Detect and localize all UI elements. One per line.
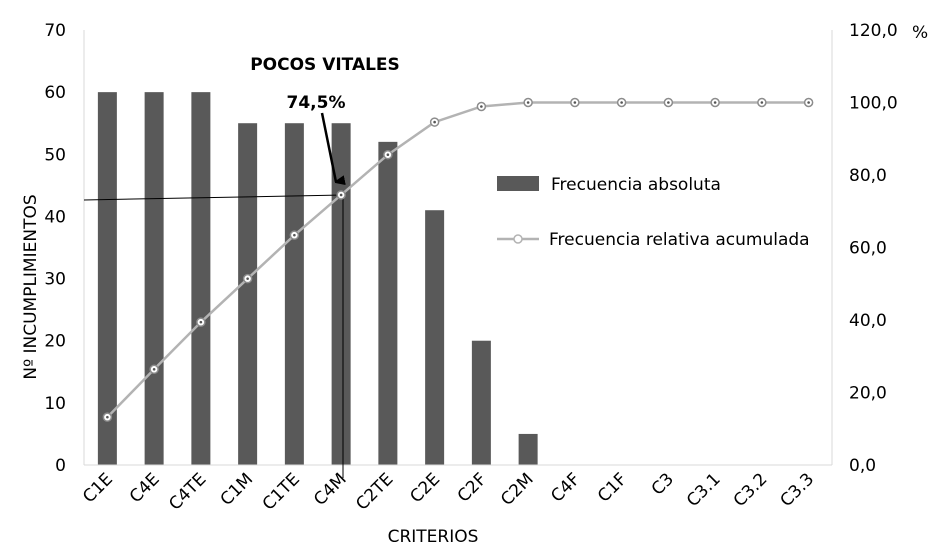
bar-C2M	[518, 433, 538, 465]
x-tick-label: C2TE	[352, 469, 397, 514]
cumulative-point-dot	[573, 101, 577, 104]
y-tick-label: 50	[44, 145, 66, 165]
x-tick-label: C4E	[126, 469, 164, 507]
x-tick-label: C2F	[454, 469, 491, 506]
legend-bar-swatch	[497, 176, 539, 191]
x-axis-title: CRITERIOS	[388, 527, 479, 547]
cumulative-point-dot	[760, 101, 764, 104]
x-tick-label: C4M	[310, 469, 351, 510]
bar-C1E	[97, 92, 117, 466]
cumulative-point-dot	[526, 101, 530, 104]
bar-C2TE	[378, 141, 398, 465]
cumulative-point-dot	[807, 101, 810, 104]
cumulative-line	[106, 101, 809, 419]
cumulative-line-group	[102, 97, 814, 422]
y-tick-label: 10	[44, 394, 66, 414]
cumulative-point-dot	[386, 153, 390, 156]
bar-C2F	[471, 340, 491, 465]
y-tick-label: 20	[44, 332, 66, 352]
y-tick-label: 40	[44, 207, 66, 227]
x-axis-ticks: C1E C4E C4TE C1M C1TE C4M C2TE C2E C2F C2M C4F C1F C…	[79, 469, 818, 514]
x-tick-label: C1M	[217, 469, 258, 510]
threshold-value-label: 74,5%	[287, 93, 346, 113]
y2-tick-label: 80,0	[849, 166, 887, 186]
cumulative-point-dot	[480, 105, 483, 108]
y2-tick-label: 40,0	[849, 311, 887, 331]
y2-tick-label: 60,0	[849, 239, 887, 259]
cumulative-point-dot	[293, 233, 296, 237]
x-tick-label: C3	[648, 469, 678, 499]
y2-tick-label: 120,0	[849, 21, 898, 41]
bar-C4M	[331, 123, 351, 465]
cumulative-point-dot	[667, 101, 670, 104]
bar-C4TE	[191, 92, 211, 466]
y2-tick-label: 20,0	[849, 384, 887, 404]
cumulative-point-dot	[433, 120, 436, 124]
pocos-vitales-label: POCOS VITALES	[250, 55, 400, 75]
cumulative-point-dot	[106, 415, 109, 419]
y-tick-label: 60	[44, 83, 66, 103]
cumulative-point-dot	[246, 277, 249, 280]
cumulative-point-dot	[199, 320, 203, 324]
y-axis-title: Nº INCUMPLIMIENTOS	[21, 194, 41, 379]
x-tick-label: C4F	[547, 469, 584, 506]
right-axis-ticks: 0,0 20,0 40,0 60,0 80,0 100,0 120,0	[849, 21, 898, 476]
cumulative-point-dot	[620, 101, 623, 104]
x-tick-label: C1TE	[259, 469, 304, 514]
y2-tick-label: 0,0	[849, 456, 876, 476]
x-tick-label: C2M	[497, 469, 538, 510]
x-tick-label: C3.1	[683, 469, 725, 511]
left-axis-ticks: 0 10 20 30 40 50 60 70	[44, 21, 66, 476]
y-tick-label: 0	[55, 456, 66, 476]
legend: Frecuencia absoluta Frecuencia relativa …	[497, 175, 810, 250]
y2-tick-label: 100,0	[849, 94, 898, 114]
legend-line-marker	[513, 234, 523, 244]
x-tick-label: C2E	[406, 469, 444, 507]
x-tick-label: C3.2	[730, 469, 772, 511]
x-tick-label: C4TE	[165, 469, 210, 514]
bar-C2E	[425, 210, 445, 465]
cumulative-point-dot	[339, 193, 343, 197]
cumulative-point-dot	[713, 101, 717, 104]
threshold-horizontal-line	[83, 194, 344, 201]
x-tick-label: C3.3	[777, 469, 819, 511]
x-tick-label: C1E	[79, 469, 117, 507]
legend-line-label: Frecuencia relativa acumulada	[549, 230, 810, 250]
x-tick-label: C1F	[594, 469, 631, 506]
y-tick-label: 70	[44, 21, 66, 41]
bar-C1TE	[284, 123, 304, 465]
legend-bar-label: Frecuencia absoluta	[551, 175, 721, 195]
bar-C4E	[144, 92, 164, 466]
cumulative-point-dot	[152, 368, 156, 371]
bar-C1M	[238, 123, 258, 465]
right-axis-unit: %	[912, 23, 928, 43]
bars-group	[97, 92, 538, 466]
annotation-arrow	[320, 112, 336, 182]
y-tick-label: 30	[44, 270, 66, 290]
